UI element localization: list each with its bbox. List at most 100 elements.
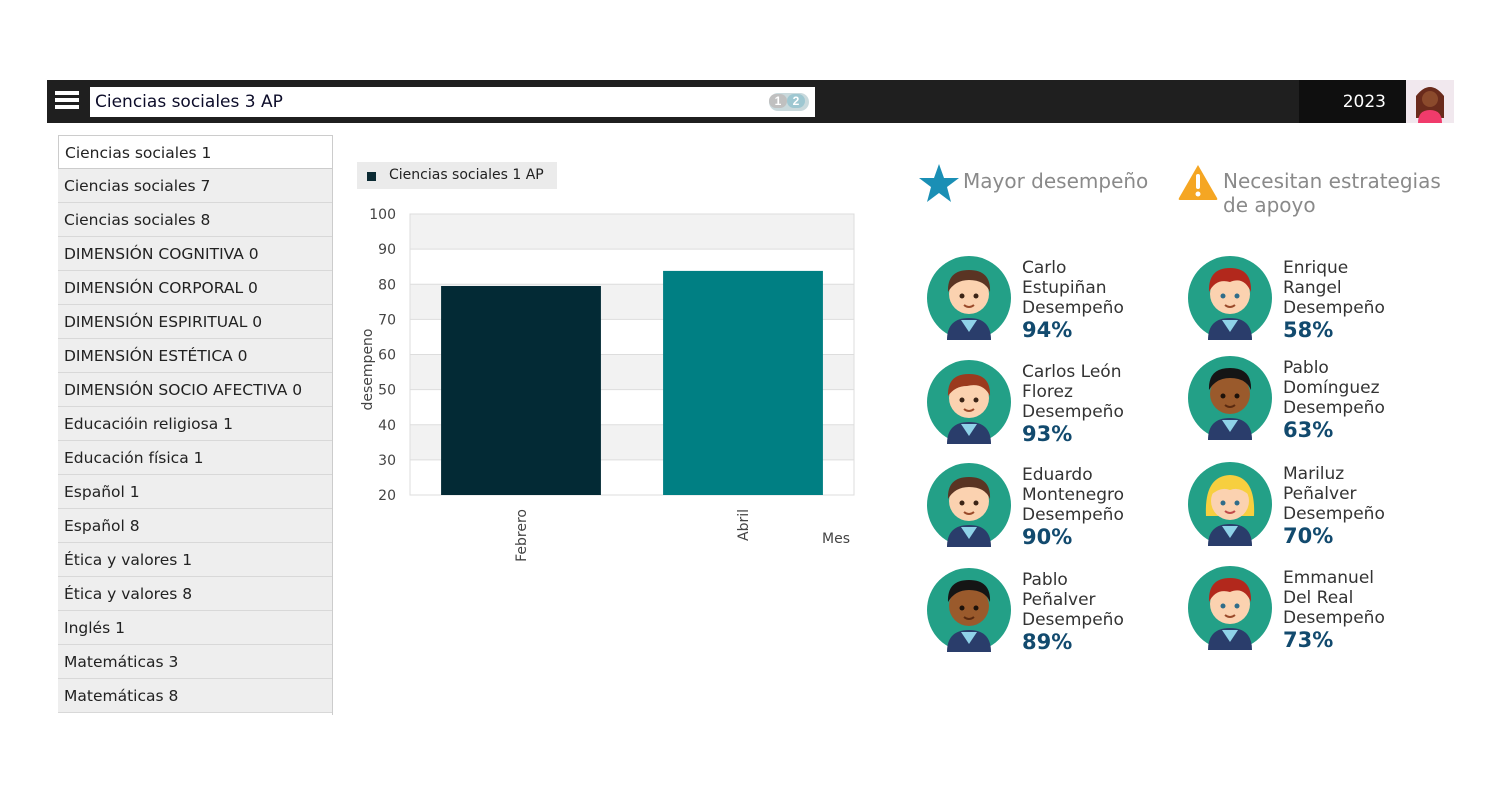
- performance-label: Desempeño: [1283, 398, 1385, 418]
- student-first-line: Carlo: [1022, 258, 1067, 278]
- support-title-line-2: de apoyo: [1223, 193, 1316, 217]
- page-1-button[interactable]: 1: [769, 94, 787, 108]
- student-card[interactable]: Carlo Estupiñan Desempeño 94%: [927, 256, 1167, 352]
- student-second-line: Domínguez: [1283, 378, 1380, 398]
- y-tick-label: 60: [378, 348, 396, 364]
- performance-label: Desempeño: [1022, 505, 1124, 525]
- student-card[interactable]: Eduardo Montenegro Desempeño 90%: [927, 463, 1167, 559]
- subject-item[interactable]: Ciencias sociales 7: [58, 169, 332, 203]
- performance-percent: 70%: [1283, 524, 1334, 548]
- student-first-line: Mariluz: [1283, 464, 1345, 484]
- student-info: Carlos León Florez Desempeño 93%: [1022, 362, 1124, 446]
- x-tick-label: Febrero: [514, 509, 530, 562]
- y-tick-label: 20: [378, 488, 396, 504]
- student-second-line: Rangel: [1283, 278, 1342, 298]
- chart-legend[interactable]: Ciencias sociales 1 AP: [357, 162, 557, 189]
- subject-item[interactable]: Educación física 1: [58, 441, 332, 475]
- student-info: Eduardo Montenegro Desempeño 90%: [1022, 465, 1124, 549]
- student-avatar-icon: [1188, 462, 1272, 546]
- student-first-line: Carlos León: [1022, 362, 1122, 382]
- student-avatar-icon: [1188, 256, 1272, 340]
- x-tick-label: Abril: [736, 509, 752, 541]
- support-title-line-1: Necesitan estrategias: [1223, 169, 1441, 193]
- student-avatar-icon: [927, 568, 1011, 652]
- warning-icon: [1178, 165, 1218, 200]
- star-icon: [919, 164, 959, 202]
- user-avatar[interactable]: [1406, 80, 1454, 123]
- page-2-button[interactable]: 2: [787, 94, 805, 108]
- best-performance-title: Mayor desempeño: [963, 169, 1149, 193]
- legend-swatch: [367, 172, 376, 181]
- performance-label: Desempeño: [1022, 402, 1124, 422]
- grid-band: [410, 214, 854, 250]
- student-info: Mariluz Peñalver Desempeño 70%: [1283, 464, 1385, 548]
- subject-item[interactable]: Ética y valores 1: [58, 543, 332, 577]
- subject-item[interactable]: Educacióin religiosa 1: [58, 407, 332, 441]
- student-second-line: Peñalver: [1022, 590, 1096, 610]
- student-avatar-icon: [1188, 356, 1272, 440]
- student-card[interactable]: Carlos León Florez Desempeño 93%: [927, 360, 1167, 456]
- y-tick-label: 40: [378, 418, 396, 434]
- y-tick-label: 70: [378, 312, 396, 328]
- subject-item[interactable]: DIMENSIÓN SOCIO AFECTIVA 0: [58, 373, 332, 407]
- student-first-line: Pablo: [1022, 570, 1068, 590]
- subject-item[interactable]: Ética y valores 8: [58, 577, 332, 611]
- performance-percent: 93%: [1022, 422, 1073, 446]
- performance-percent: 58%: [1283, 318, 1334, 342]
- hamburger-menu-icon[interactable]: [52, 88, 82, 115]
- performance-label: Desempeño: [1022, 610, 1124, 630]
- performance-percent: 73%: [1283, 628, 1334, 652]
- student-first-line: Eduardo: [1022, 465, 1093, 485]
- subject-item[interactable]: DIMENSIÓN CORPORAL 0: [58, 271, 332, 305]
- bar-abril: [663, 270, 823, 495]
- student-card[interactable]: Pablo Peñalver Desempeño 89%: [927, 568, 1167, 664]
- page-switcher: 1 2: [769, 93, 809, 111]
- subject-item[interactable]: Ciencias sociales 8: [58, 203, 332, 237]
- top-bar: Ciencias sociales 3 AP 1 2 2023: [47, 80, 1454, 123]
- student-avatar-icon: [1188, 566, 1272, 650]
- student-avatar-icon: [927, 360, 1011, 444]
- subject-item[interactable]: DIMENSIÓN COGNITIVA 0: [58, 237, 332, 271]
- student-first-line: Enrique: [1283, 258, 1349, 278]
- y-tick-label: 90: [378, 242, 396, 258]
- performance-percent: 63%: [1283, 418, 1334, 442]
- legend-label: Ciencias sociales 1 AP: [389, 167, 544, 183]
- performance-label: Desempeño: [1283, 608, 1385, 628]
- x-axis-label: Mes: [822, 531, 850, 547]
- course-title: Ciencias sociales 3 AP: [95, 92, 283, 112]
- year-selector[interactable]: 2023: [1299, 80, 1406, 123]
- subject-item[interactable]: Ciencias sociales 1: [58, 135, 332, 169]
- student-avatar-icon: [927, 463, 1011, 547]
- performance-bar-chart: 20 30 40 50 60 70 80 90 100 Febrero Abril desempeno…: [360, 207, 855, 562]
- performance-percent: 89%: [1022, 630, 1073, 654]
- student-info: Carlo Estupiñan Desempeño 94%: [1022, 258, 1124, 342]
- support-needed-title: Necesitan estrategias de apoyo: [1223, 169, 1441, 217]
- subject-item[interactable]: Español 8: [58, 509, 332, 543]
- student-avatar-icon: [927, 256, 1011, 340]
- student-card[interactable]: Mariluz Peñalver Desempeño 70%: [1188, 462, 1428, 558]
- student-second-line: Florez: [1022, 382, 1073, 402]
- performance-label: Desempeño: [1022, 298, 1124, 318]
- performance-percent: 90%: [1022, 525, 1073, 549]
- subject-item[interactable]: DIMENSIÓN ESPIRITUAL 0: [58, 305, 332, 339]
- subject-item[interactable]: DIMENSIÓN ESTÉTICA 0: [58, 339, 332, 373]
- subject-item[interactable]: Español 1: [58, 475, 332, 509]
- student-card[interactable]: Pablo Domínguez Desempeño 63%: [1188, 356, 1428, 452]
- subject-item[interactable]: Inglés 1: [58, 611, 332, 645]
- performance-label: Desempeño: [1283, 504, 1385, 524]
- subject-item[interactable]: Matemáticas 3: [58, 645, 332, 679]
- subject-list: Ciencias sociales 1 Ciencias sociales 7 …: [58, 135, 333, 715]
- plot-frame: [409, 213, 855, 496]
- student-info: Pablo Domínguez Desempeño 63%: [1283, 358, 1385, 442]
- student-second-line: Montenegro: [1022, 485, 1125, 505]
- student-card[interactable]: Enrique Rangel Desempeño 58%: [1188, 256, 1428, 352]
- subject-item[interactable]: Matemáticas 8: [58, 679, 332, 713]
- student-second-line: Estupiñan: [1022, 278, 1107, 298]
- performance-percent: 94%: [1022, 318, 1073, 342]
- student-card[interactable]: Emmanuel Del Real Desempeño 73%: [1188, 566, 1428, 662]
- user-avatar-icon: [1416, 87, 1444, 123]
- student-first-line: Emmanuel: [1283, 568, 1375, 588]
- student-second-line: Peñalver: [1283, 484, 1357, 504]
- y-tick-label: 30: [378, 453, 396, 469]
- course-title-field[interactable]: Ciencias sociales 3 AP 1 2: [90, 87, 815, 117]
